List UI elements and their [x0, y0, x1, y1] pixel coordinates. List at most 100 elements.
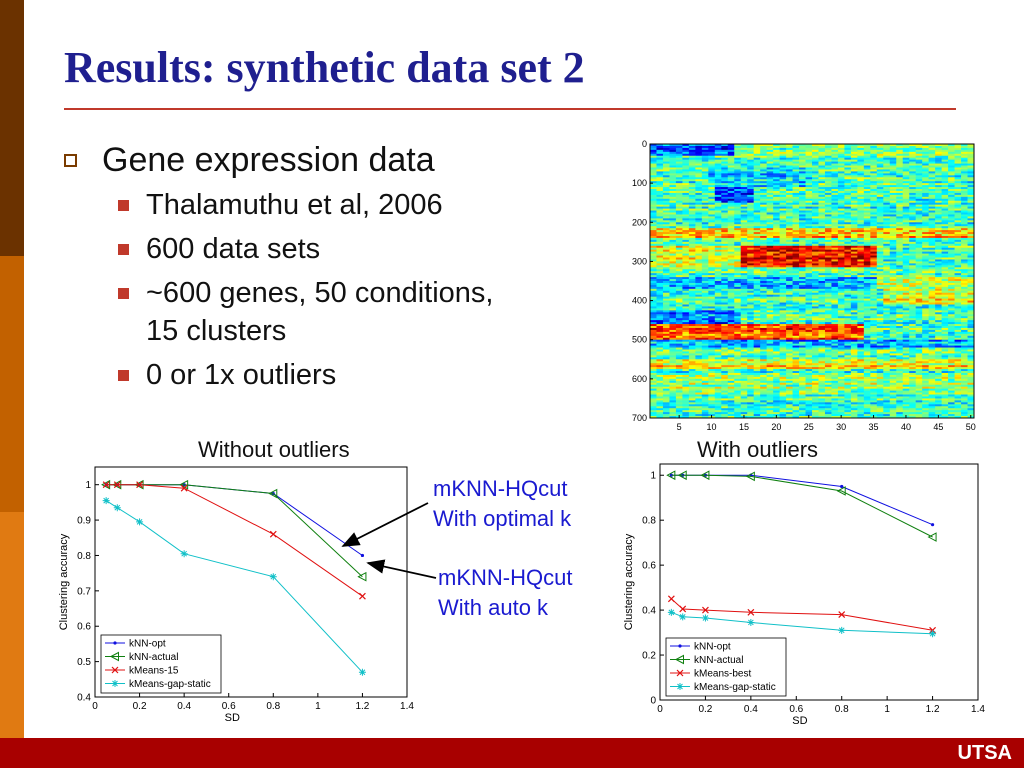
heatmap-cell	[760, 320, 768, 323]
heatmap-cell	[721, 189, 729, 192]
heatmap-cell	[675, 247, 683, 251]
heatmap-cell	[779, 183, 787, 186]
heatmap-cell	[844, 208, 852, 211]
heatmap-cell	[824, 277, 832, 280]
heatmap-cell	[656, 206, 664, 209]
heatmap-cell	[831, 253, 839, 256]
heatmap-cell	[928, 314, 936, 317]
heatmap-cell	[682, 237, 690, 241]
heatmap-cell	[902, 145, 910, 149]
heatmap-cell	[876, 151, 884, 155]
heatmap-cell	[948, 208, 955, 211]
heatmap-cell	[675, 249, 683, 253]
heatmap-cell	[954, 298, 962, 301]
heatmap-cell	[799, 147, 806, 151]
heatmap-cell	[779, 163, 787, 166]
heatmap-cell	[837, 245, 845, 249]
heatmap-cell	[734, 306, 742, 309]
heatmap-cell	[967, 324, 975, 327]
heatmap-cell	[961, 200, 968, 204]
heatmap-cell	[812, 263, 819, 266]
heatmap-cell	[714, 147, 722, 151]
heatmap-cell	[863, 251, 871, 254]
heatmap-cell	[967, 304, 975, 307]
heatmap-cell	[805, 208, 813, 211]
heatmap-cell	[831, 333, 839, 337]
heatmap-cell	[857, 157, 865, 161]
heatmap-cell	[662, 167, 670, 170]
heatmap-cell	[928, 253, 936, 256]
heatmap-cell	[734, 335, 742, 339]
heatmap-cell	[935, 316, 942, 319]
heatmap-cell	[682, 290, 690, 294]
heatmap-cell	[928, 169, 936, 172]
heatmap-cell	[727, 265, 735, 268]
heatmap-cell	[701, 241, 709, 245]
heatmap-cell	[922, 331, 930, 335]
heatmap-cell	[896, 298, 904, 301]
heatmap-cell	[928, 177, 936, 180]
heatmap-cell	[695, 159, 703, 163]
heatmap-cell	[870, 306, 878, 309]
heatmap-cell	[915, 314, 923, 317]
heatmap-cell	[760, 326, 768, 329]
heatmap-cell	[883, 298, 891, 301]
heatmap-cell	[857, 249, 865, 253]
heatmap-cell	[896, 204, 904, 208]
heatmap-cell	[675, 169, 683, 172]
heatmap-cell	[818, 204, 826, 208]
heatmap-cell	[941, 335, 949, 339]
heatmap-cell	[695, 163, 703, 166]
heatmap-cell	[708, 294, 716, 298]
heatmap-cell	[805, 222, 813, 225]
heatmap-cell	[935, 214, 942, 217]
heatmap-cell	[760, 202, 768, 206]
heatmap-cell	[766, 265, 774, 268]
heatmap-cell	[850, 171, 858, 174]
heatmap-cell	[876, 257, 884, 260]
heatmap-cell	[688, 300, 696, 303]
heatmap-cell	[876, 239, 884, 243]
heatmap-cell	[889, 235, 897, 239]
heatmap-cell	[915, 147, 923, 151]
heatmap-cell	[662, 322, 670, 325]
heatmap-cell	[747, 159, 755, 163]
heatmap-cell	[669, 318, 677, 321]
heatmap-cell	[662, 159, 670, 163]
heatmap-cell	[902, 216, 910, 219]
heatmap-cell	[837, 200, 845, 204]
heatmap-cell	[824, 192, 832, 196]
heatmap-cell	[753, 224, 761, 227]
heatmap-cell	[695, 322, 703, 325]
heatmap-cell	[675, 320, 683, 323]
heatmap-cell	[857, 163, 865, 166]
heatmap-cell	[961, 155, 968, 159]
heatmap-cell	[721, 218, 729, 221]
heatmap-cell	[714, 149, 722, 153]
heatmap-cell	[961, 194, 968, 198]
heatmap-cell	[760, 259, 768, 262]
heatmap-cell	[928, 232, 936, 235]
heatmap-cell	[805, 265, 813, 268]
heatmap-cell	[889, 161, 897, 164]
heatmap-cell	[727, 320, 735, 323]
heatmap-cell	[967, 216, 975, 219]
heatmap-cell	[701, 298, 709, 301]
heatmap-cell	[682, 163, 690, 166]
heatmap-cell	[766, 337, 774, 341]
heatmap-cell	[779, 282, 787, 286]
heatmap-cell	[747, 249, 755, 253]
heatmap-cell	[922, 157, 930, 161]
heatmap-cell	[876, 304, 884, 307]
heatmap-cell	[682, 243, 690, 247]
heatmap-cell	[837, 279, 845, 282]
square-bullet-icon	[118, 370, 129, 381]
heatmap-cell	[883, 210, 891, 213]
heatmap-cell	[734, 177, 742, 180]
heatmap-cell	[824, 243, 832, 247]
heatmap-cell	[695, 149, 703, 153]
heatmap-cell	[747, 173, 755, 176]
heatmap-cell	[805, 171, 813, 174]
heatmap-cell	[766, 208, 774, 211]
heatmap-cell	[650, 277, 657, 280]
